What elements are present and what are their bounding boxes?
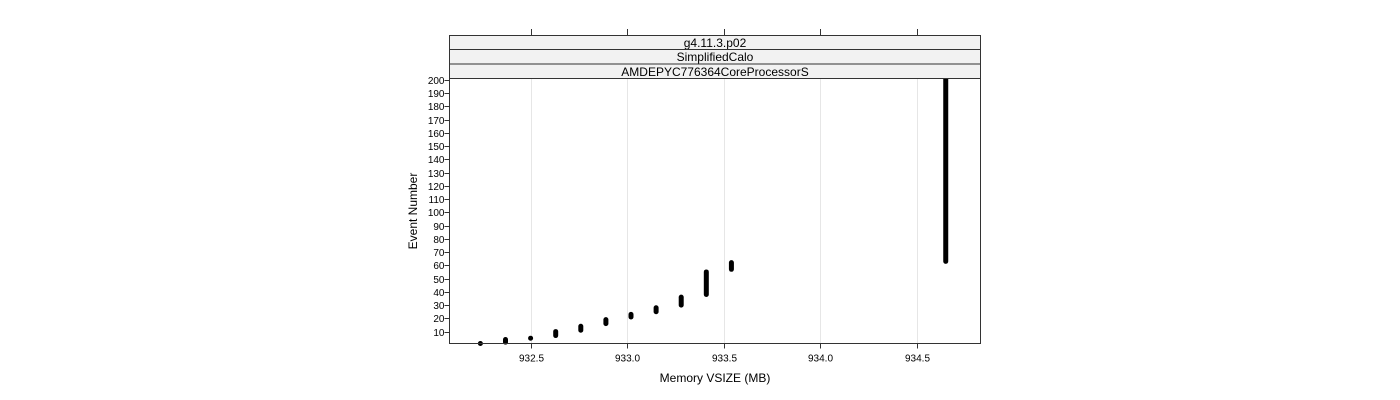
x-tick-label: 934.0 — [808, 354, 833, 365]
strip-1: g4.11.3.p02 — [449, 35, 981, 50]
x-axis: 932.5 933.0 933.5 934.0 934.5 — [519, 343, 930, 365]
strip-2: SimplifiedCalo — [449, 49, 981, 65]
y-tick-label: 100 — [428, 208, 445, 219]
x-tick-label: 934.5 — [905, 354, 930, 365]
plot-panel-border — [449, 78, 981, 344]
grid-lines — [531, 78, 918, 344]
y-tick-label: 50 — [433, 275, 445, 286]
x-axis-top-ticks — [531, 29, 918, 36]
y-tick-label: 170 — [428, 116, 445, 127]
y-axis: 10 20 30 40 50 60 70 80 90 100 110 120 130 140 150 160 1… — [428, 76, 450, 339]
y-tick-label: 120 — [428, 182, 445, 193]
y-tick-label: 30 — [433, 301, 445, 312]
y-tick-label: 10 — [433, 328, 445, 339]
y-tick-label: 160 — [428, 129, 445, 140]
strip-3: AMDEPYC776364CoreProcessorS — [449, 63, 981, 79]
y-tick-label: 110 — [429, 195, 445, 206]
y-tick-label: 70 — [433, 248, 445, 259]
data-points — [477, 76, 949, 346]
strip-label-test: SimplifiedCalo — [677, 50, 754, 64]
y-tick-label: 190 — [428, 89, 445, 100]
y-tick-label: 140 — [428, 155, 445, 166]
y-axis-title: Event Number — [406, 173, 420, 250]
y-tick-label: 200 — [428, 76, 445, 87]
strip-label-version: g4.11.3.p02 — [684, 36, 747, 50]
y-tick-label: 180 — [428, 102, 445, 113]
y-tick-label: 80 — [433, 235, 445, 246]
y-tick-label: 60 — [433, 261, 445, 272]
y-tick-label: 20 — [433, 314, 445, 325]
x-tick-label: 932.5 — [519, 354, 544, 365]
x-tick-label: 933.5 — [712, 354, 737, 365]
x-tick-label: 933.0 — [615, 354, 640, 365]
y-tick-label: 130 — [428, 169, 445, 180]
y-tick-label: 90 — [433, 222, 445, 233]
x-axis-title: Memory VSIZE (MB) — [660, 371, 771, 385]
strip-label-processor: AMDEPYC776364CoreProcessorS — [621, 65, 808, 79]
y-tick-label: 150 — [428, 142, 445, 153]
y-tick-label: 40 — [433, 288, 445, 299]
